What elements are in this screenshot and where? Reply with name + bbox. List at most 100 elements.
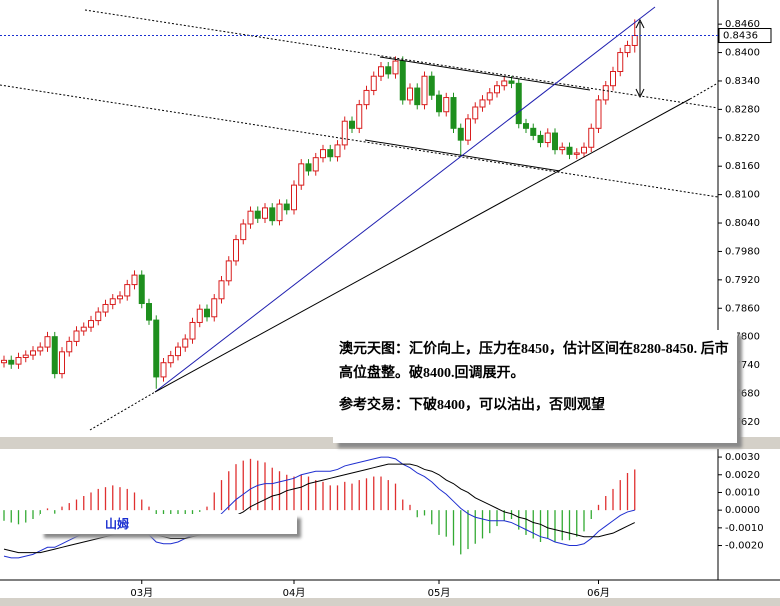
y-tick-label: 0.8220 [725,133,760,144]
candle-body [269,207,276,222]
candle-body [610,71,616,87]
candle-body [378,66,384,77]
candle-body [617,52,624,73]
candle-body [588,127,595,148]
candle-body [602,85,609,101]
y-tick-label: -0.0010 [725,523,764,534]
candle-body [399,60,406,101]
candle-body [225,260,232,282]
candle-body [479,99,486,108]
y-tick-label: 0.8040 [725,218,760,229]
candle-body [334,144,341,158]
y-tick-label: 0.0020 [725,470,760,481]
candle-body [450,97,457,129]
candle-body [486,92,493,101]
last-price-label: 0.8436 [723,31,758,42]
y-tick-label: 0.7740 [725,360,760,371]
candle-body [508,80,515,84]
candle-body [189,321,196,340]
y-tick-label: 0.0010 [725,487,760,498]
candle-body [117,295,123,300]
candle-body [160,362,167,378]
candle-body [15,357,22,365]
candle-body [211,298,218,318]
annotation-box: 澳元天图：汇价向上，压力在8450，估计区间在8280-8450. 后市高位盘整… [333,330,737,443]
y-tick-label: 0.0030 [725,452,760,463]
y-tick-label: 0.7860 [725,303,760,314]
y-tick-label: 0.7800 [725,332,760,343]
candle-body [530,127,537,136]
candle-body [59,351,65,375]
candle-body [552,132,558,151]
y-tick-label: 0.8340 [725,76,760,87]
candle-body [196,308,203,323]
y-tick-label: 0.8160 [725,161,760,172]
candle-body [80,326,87,332]
candle-body [254,210,261,219]
candle-body [581,146,587,154]
candle-body [66,340,73,353]
candle-body [356,104,363,129]
macd-line [3,463,635,554]
candle-body [8,359,15,365]
candle-body [501,80,508,87]
candle-body [175,346,181,357]
candle-body [298,163,305,186]
candle-body [428,75,435,96]
x-tick-label: 04月 [283,587,306,599]
candle-body [305,163,312,172]
candle-body [363,89,370,106]
y-tick-label: 0.8280 [725,104,760,115]
y-tick-label: 0.7980 [725,246,760,257]
candle-body [276,203,283,222]
candle-body [95,311,102,322]
candle-body [218,280,225,300]
candle-body [51,336,58,375]
candle-body [595,99,602,129]
bottom-strip [0,598,780,606]
candle-body [44,336,51,348]
y-tick-label: 0.8460 [725,19,760,30]
candle-body [407,87,413,101]
candle-body [153,319,160,378]
candle-body [392,60,399,75]
candle-body [515,82,522,125]
candle-body [385,66,392,75]
y-tick-label: 0.7620 [725,417,760,428]
candle-body [146,303,152,321]
x-tick-label: 06月 [587,587,610,599]
candle-body [73,330,80,342]
annotation-text: 澳元天图：汇价向上，压力在8450，估计区间在8280-8450. 后市高位盘整… [339,342,729,381]
candle-body [349,120,355,129]
candle-body [102,303,109,313]
candle-body [566,146,573,155]
candle-body [341,120,348,146]
candle-body [559,146,566,151]
candle-body [436,94,442,113]
candle-body [240,223,247,241]
candle-body [537,134,544,144]
candle-body [204,308,210,318]
candle-body [124,284,131,297]
candle-body [262,207,268,219]
candle-body [167,355,174,364]
candle-body [131,274,138,286]
last-price-box [718,28,772,44]
y-tick-label: 0.0000 [725,505,760,516]
candle-body [472,106,479,120]
candle-body [22,354,29,359]
support-extension [89,391,156,431]
candle-body [624,44,631,54]
support-line [154,98,691,393]
candle-body [312,157,319,172]
support-extension [689,82,719,100]
candle-body [247,210,254,225]
candle-body [283,203,290,211]
candle-body [291,184,297,211]
candle-body [494,85,500,94]
y-tick-label: 0.8100 [725,190,760,201]
candle-body [523,123,529,129]
